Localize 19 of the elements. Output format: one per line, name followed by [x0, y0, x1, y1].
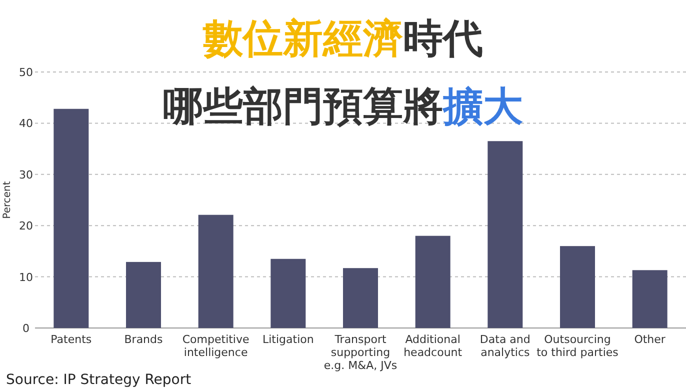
x-tick-label: Transport supporting e.g. M&A, JVs [324, 333, 398, 372]
y-tick-label: 50 [19, 66, 33, 79]
text: 哪些部門預算將擴大 [163, 84, 523, 130]
x-tick-label: Data and analytics [480, 333, 530, 359]
source-note: Source: IP Strategy Report [6, 372, 192, 388]
x-tick-label: Other [634, 333, 666, 346]
y-axis-title: Percent [2, 181, 13, 219]
x-tick-label: Brands [124, 333, 164, 346]
chart-title: 數位新經濟時代 [202, 16, 483, 62]
y-tick-label: 10 [19, 270, 33, 284]
x-tick-label: Additional headcount [404, 333, 463, 359]
x-tick-label: Competitive intelligence [182, 333, 250, 359]
y-tick-label: 30 [19, 168, 33, 182]
x-tick-label: Patents [50, 333, 92, 346]
y-tick-label: 20 [19, 220, 33, 233]
y-tick-label: 40 [19, 117, 33, 130]
x-tick-label: Outsourcing to third parties [536, 333, 619, 359]
x-tick-label: Litigation [262, 333, 314, 346]
y-tick-label: 0 [22, 322, 30, 335]
